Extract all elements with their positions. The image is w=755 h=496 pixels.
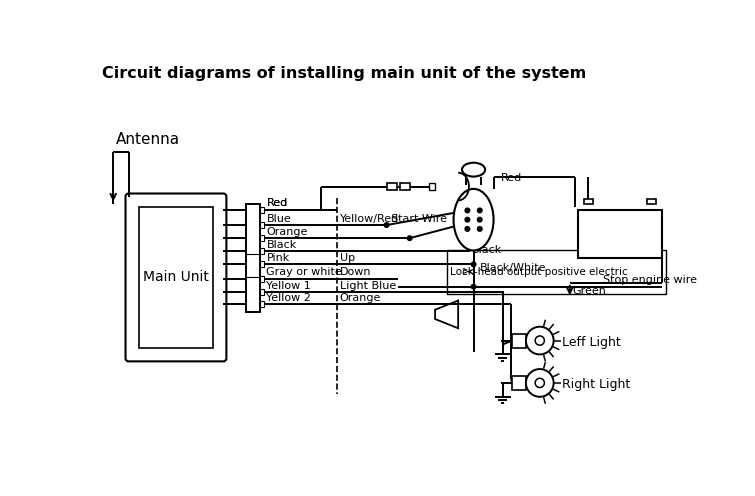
Text: Yellow/Red: Yellow/Red: [340, 214, 399, 224]
Bar: [260, 248, 264, 254]
Text: Down: Down: [340, 267, 371, 277]
Text: Yellow 2: Yellow 2: [267, 293, 311, 303]
Circle shape: [535, 378, 544, 387]
Text: Circuit diagrams of installing main unit of the system: Circuit diagrams of installing main unit…: [103, 65, 587, 81]
Bar: [260, 276, 264, 282]
Circle shape: [477, 208, 482, 213]
Circle shape: [526, 369, 553, 397]
Bar: [512, 376, 526, 390]
Text: Red: Red: [501, 174, 522, 184]
FancyBboxPatch shape: [125, 193, 226, 362]
Text: Black: Black: [472, 245, 502, 255]
Text: Red: Red: [267, 198, 288, 208]
Bar: [246, 203, 260, 312]
Text: Pink: Pink: [267, 253, 290, 263]
Bar: [387, 183, 396, 190]
Circle shape: [408, 236, 412, 241]
Bar: [260, 301, 264, 308]
Text: Yellow 1: Yellow 1: [267, 281, 311, 291]
Text: Up: Up: [340, 253, 355, 263]
Text: +: +: [583, 214, 593, 227]
Bar: [512, 334, 526, 348]
Bar: [647, 199, 656, 204]
Circle shape: [477, 217, 482, 222]
Text: Orange: Orange: [267, 227, 308, 237]
Circle shape: [535, 336, 544, 345]
Text: Green: Green: [572, 286, 606, 296]
Text: Black/White: Black/White: [479, 263, 546, 273]
Circle shape: [465, 217, 470, 222]
Bar: [140, 207, 213, 348]
Text: Orange: Orange: [340, 293, 381, 303]
Bar: [578, 210, 662, 258]
Circle shape: [471, 284, 476, 289]
Circle shape: [384, 223, 389, 227]
Bar: [260, 207, 264, 213]
Bar: [429, 184, 435, 189]
Ellipse shape: [454, 189, 494, 250]
Text: -: -: [649, 214, 654, 227]
Text: Lock-head output positive electric: Lock-head output positive electric: [450, 267, 627, 277]
Circle shape: [465, 227, 470, 231]
Bar: [260, 222, 264, 228]
Text: Stop engine wire: Stop engine wire: [603, 275, 697, 285]
Text: Antenna: Antenna: [116, 132, 180, 147]
Circle shape: [465, 208, 470, 213]
Bar: [260, 289, 264, 295]
Bar: [584, 199, 593, 204]
Circle shape: [477, 227, 482, 231]
Text: Red: Red: [267, 198, 288, 208]
Text: Right Light: Right Light: [562, 378, 630, 391]
Circle shape: [526, 327, 553, 355]
Bar: [260, 261, 264, 267]
Text: Light Blue: Light Blue: [340, 281, 396, 291]
Text: ✂: ✂: [461, 265, 474, 280]
Bar: [400, 183, 410, 190]
Text: Gray or white: Gray or white: [267, 267, 342, 277]
Text: Start Wire: Start Wire: [391, 214, 447, 224]
Text: Leff Light: Leff Light: [562, 336, 621, 349]
Bar: [447, 250, 666, 294]
Text: Black: Black: [267, 240, 297, 249]
Text: Main Unit: Main Unit: [143, 270, 209, 284]
Circle shape: [471, 262, 476, 267]
Bar: [260, 235, 264, 241]
Ellipse shape: [462, 163, 485, 177]
Text: Battery: Battery: [582, 227, 658, 245]
Text: Blue: Blue: [267, 214, 291, 224]
